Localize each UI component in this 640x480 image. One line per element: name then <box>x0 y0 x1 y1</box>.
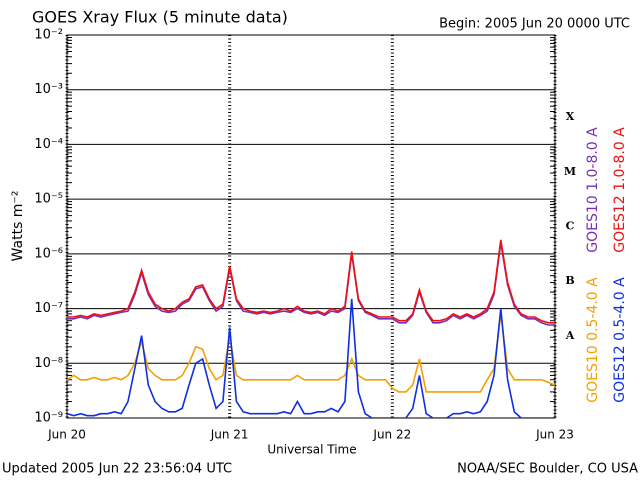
y-tick-label: 10⁻⁵ <box>34 192 63 207</box>
y-tick-label: 10⁻⁶ <box>34 246 63 261</box>
flare-class-label: B <box>565 274 574 287</box>
y-tick-label: 10⁻² <box>34 28 63 43</box>
legend-entry: GOES12 1.0-8.0 A <box>612 127 628 253</box>
flare-class-label: X <box>566 110 575 123</box>
flare-class-label: C <box>566 220 575 233</box>
flare-class-label: A <box>565 329 575 342</box>
legend-entry: GOES10 0.5-4.0 A <box>585 277 601 403</box>
x-tick-label: Jun 22 <box>372 428 411 442</box>
plot-lines <box>67 239 555 418</box>
y-tick-label: 10⁻⁸ <box>34 356 63 371</box>
y-tick-label: 10⁻³ <box>34 82 63 97</box>
x-tick-label: Jun 20 <box>47 428 86 442</box>
series-line <box>67 242 555 326</box>
series-line <box>67 239 555 324</box>
x-tick-label: Jun 21 <box>210 428 249 442</box>
plot-frame <box>66 34 556 419</box>
y-tick-label: 10⁻⁹ <box>34 411 63 426</box>
series-line <box>67 313 555 393</box>
chart-subtitle: Begin: 2005 Jun 20 0000 UTC <box>439 17 630 32</box>
x-axis-label: Universal Time <box>267 443 356 457</box>
series-line <box>67 298 555 418</box>
legend-entry: GOES10 1.0-8.0 A <box>585 127 601 253</box>
chart-title: GOES Xray Flux (5 minute data) <box>32 8 288 27</box>
flare-class-label: M <box>564 165 576 178</box>
footer-right: NOAA/SEC Boulder, CO USA <box>457 462 638 477</box>
legend-entry: GOES12 0.5-4.0 A <box>612 277 628 403</box>
x-tick-label: Jun 23 <box>535 428 574 442</box>
y-axis-label: Watts m⁻² <box>10 191 26 262</box>
y-tick-label: 10⁻⁷ <box>34 301 63 316</box>
y-tick-label: 10⁻⁴ <box>34 137 63 152</box>
footer-left: Updated 2005 Jun 22 23:56:04 UTC <box>2 462 232 477</box>
